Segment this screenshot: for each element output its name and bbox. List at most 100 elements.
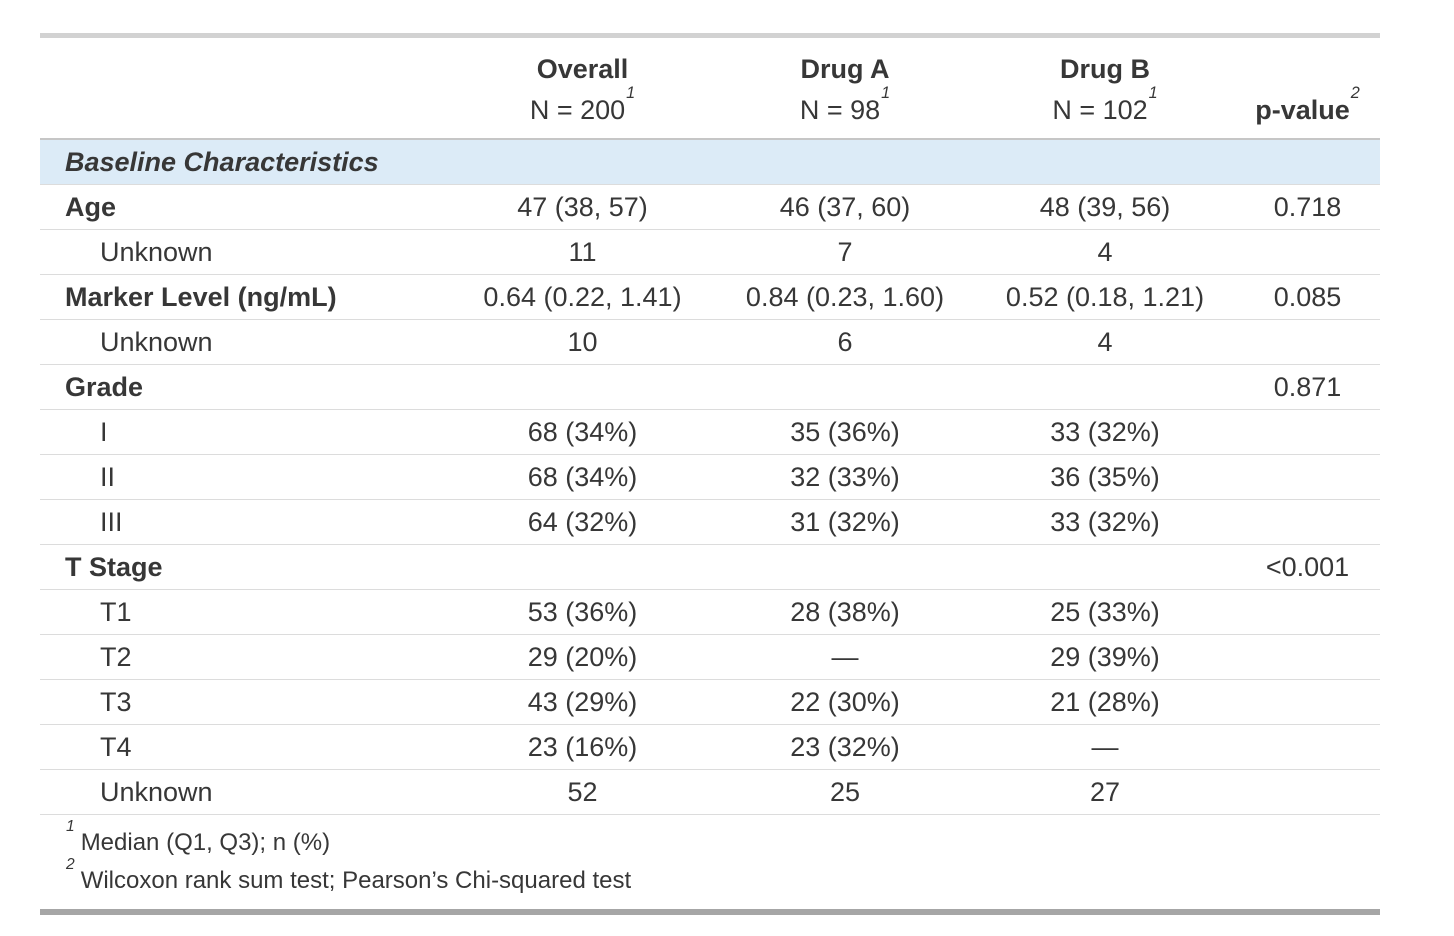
row-label-cell: Marker Level (ng/mL) — [40, 274, 450, 320]
footnote: 2 Wilcoxon rank sum test; Pearson’s Chi-s… — [65, 855, 1372, 897]
row-label-cell: T3 — [40, 679, 450, 725]
p-value-cell — [1235, 679, 1380, 725]
overall-cell: 29 (20%) — [450, 634, 715, 680]
column-title: Drug A — [800, 54, 890, 84]
overall-cell: 0.64 (0.22, 1.41) — [450, 274, 715, 320]
drug-b-cell: 36 (35%) — [975, 454, 1235, 500]
footnote-text: Median (Q1, Q3); n (%) — [80, 829, 331, 856]
row-label-cell: II — [40, 454, 450, 500]
drug-b-cell — [975, 544, 1235, 590]
row-label-cell: Unknown — [40, 319, 450, 365]
overall-cell — [450, 364, 715, 410]
overall-cell: 10 — [450, 319, 715, 365]
header-overall: Overall N = 2001 — [450, 33, 715, 140]
overall-cell: 68 (34%) — [450, 409, 715, 455]
table-footer: 1 Median (Q1, Q3); n (%) 2 Wilcoxon rank s… — [40, 814, 1380, 915]
p-value-cell — [1235, 769, 1380, 815]
column-title: Drug B — [1060, 54, 1150, 84]
drug-b-cell: 33 (32%) — [975, 409, 1235, 455]
p-value-cell: 0.085 — [1235, 274, 1380, 320]
header-row: Overall N = 2001 Drug A N = 981 Drug B N… — [40, 33, 1380, 140]
table-row: T1 53 (36%) 28 (38%) 25 (33%) — [40, 589, 1380, 635]
drug-b-cell: 21 (28%) — [975, 679, 1235, 725]
column-n: N = 981 — [799, 84, 891, 125]
footnote-marker: 1 — [626, 84, 636, 103]
table-header: Overall N = 2001 Drug A N = 981 Drug B N… — [40, 33, 1380, 140]
row-label-cell: III — [40, 499, 450, 545]
row-label-cell: Unknown — [40, 769, 450, 815]
row-label-cell: T1 — [40, 589, 450, 635]
drug-a-cell: 22 (30%) — [715, 679, 975, 725]
footnote-cell: 1 Median (Q1, Q3); n (%) 2 Wilcoxon rank s… — [40, 814, 1380, 915]
p-value-cell — [1235, 499, 1380, 545]
row-label-cell: I — [40, 409, 450, 455]
table-row: Unknown 11 7 4 — [40, 229, 1380, 275]
drug-a-cell: 0.84 (0.23, 1.60) — [715, 274, 975, 320]
footnote-marker: 1 — [66, 817, 75, 835]
drug-b-cell: 4 — [975, 319, 1235, 365]
header-drug-a: Drug A N = 981 — [715, 33, 975, 140]
overall-cell: 68 (34%) — [450, 454, 715, 500]
header-drug-b: Drug B N = 1021 — [975, 33, 1235, 140]
p-value-cell — [1235, 589, 1380, 635]
row-label-cell: T Stage — [40, 544, 450, 590]
table-row: I 68 (34%) 35 (36%) 33 (32%) — [40, 409, 1380, 455]
table-row: T2 29 (20%) —29 (39%) — [40, 634, 1380, 680]
p-value-cell — [1235, 409, 1380, 455]
drug-b-cell — [975, 364, 1235, 410]
drug-a-cell: 46 (37, 60) — [715, 184, 975, 230]
drug-b-cell: 33 (32%) — [975, 499, 1235, 545]
drug-a-cell: 7 — [715, 229, 975, 275]
p-value-cell — [1235, 319, 1380, 365]
drug-b-cell: 29 (39%) — [975, 634, 1235, 680]
drug-b-cell: 27 — [975, 769, 1235, 815]
drug-a-cell — [715, 544, 975, 590]
p-value-cell — [1235, 634, 1380, 680]
drug-a-cell: 23 (32%) — [715, 724, 975, 770]
drug-a-cell: 28 (38%) — [715, 589, 975, 635]
overall-cell: 47 (38, 57) — [450, 184, 715, 230]
overall-cell: 52 — [450, 769, 715, 815]
column-n: N = 1021 — [1052, 84, 1158, 125]
row-label-cell: Unknown — [40, 229, 450, 275]
drug-b-cell: 25 (33%) — [975, 589, 1235, 635]
overall-cell: 53 (36%) — [450, 589, 715, 635]
drug-a-cell — [715, 364, 975, 410]
table-body: Age 47 (38, 57) 46 (37, 60) 48 (39, 56) 0.71… — [40, 184, 1380, 815]
drug-a-cell: 31 (32%) — [715, 499, 975, 545]
table-row: Grade 0.871 — [40, 364, 1380, 410]
p-value-cell: 0.718 — [1235, 184, 1380, 230]
table-row: T Stage <0.001 — [40, 544, 1380, 590]
drug-b-cell: 4 — [975, 229, 1235, 275]
drug-b-cell: 48 (39, 56) — [975, 184, 1235, 230]
footnote-text: Wilcoxon rank sum test; Pearson’s Chi-sq… — [80, 867, 632, 894]
p-value-cell: <0.001 — [1235, 544, 1380, 590]
overall-cell: 43 (29%) — [450, 679, 715, 725]
column-n: N = 2001 — [529, 84, 636, 125]
footnote-marker: 2 — [66, 855, 75, 873]
table-row: Marker Level (ng/mL) 0.64 (0.22, 1.41) 0.8… — [40, 274, 1380, 320]
table-row: T4 23 (16%) 23 (32%) — — [40, 724, 1380, 770]
footnote-marker: 2 — [1350, 84, 1360, 103]
footnote-marker: 1 — [881, 84, 891, 103]
drug-a-cell: 6 — [715, 319, 975, 365]
summary-table: Overall N = 2001 Drug A N = 981 Drug B N… — [40, 33, 1380, 915]
row-label-cell: Age — [40, 184, 450, 230]
table-row: Unknown 10 6 4 — [40, 319, 1380, 365]
overall-cell — [450, 544, 715, 590]
column-title: p-value2 — [1255, 84, 1360, 125]
footnote-row: 1 Median (Q1, Q3); n (%) 2 Wilcoxon rank s… — [40, 814, 1380, 915]
p-value-cell — [1235, 454, 1380, 500]
p-value-cell — [1235, 724, 1380, 770]
p-value-cell: 0.871 — [1235, 364, 1380, 410]
drug-a-cell: 32 (33%) — [715, 454, 975, 500]
table-row: II 68 (34%) 32 (33%) 36 (35%) — [40, 454, 1380, 500]
column-title: Overall — [536, 54, 629, 84]
row-label-cell: T4 — [40, 724, 450, 770]
table-row: Unknown 52 25 27 — [40, 769, 1380, 815]
p-value-cell — [1235, 229, 1380, 275]
drug-b-cell: 0.52 (0.18, 1.21) — [975, 274, 1235, 320]
section-header-body: Baseline Characteristics — [40, 139, 1380, 185]
table-row: III 64 (32%) 31 (32%) 33 (32%) — [40, 499, 1380, 545]
table-row: Age 47 (38, 57) 46 (37, 60) 48 (39, 56) 0.71… — [40, 184, 1380, 230]
